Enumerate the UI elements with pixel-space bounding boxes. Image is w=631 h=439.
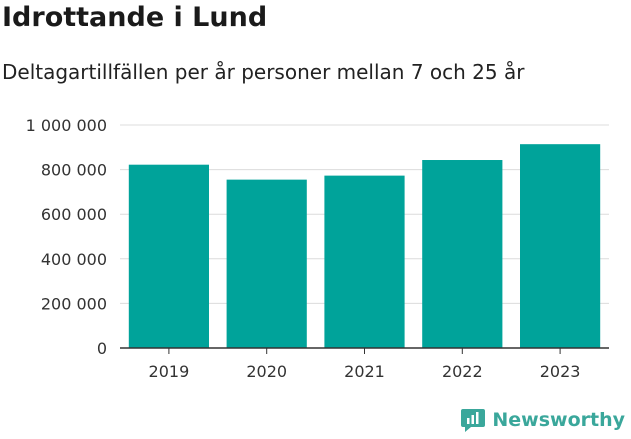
chart-title: Idrottande i Lund bbox=[2, 2, 268, 33]
y-tick-label: 200 000 bbox=[41, 294, 107, 313]
y-tick-label: 800 000 bbox=[41, 161, 107, 180]
x-tick-label: 2023 bbox=[540, 362, 581, 381]
chart-subtitle: Deltagartillfällen per år personer mella… bbox=[2, 60, 525, 84]
x-tick-label: 2022 bbox=[442, 362, 483, 381]
bars bbox=[128, 144, 601, 348]
y-tick-label: 400 000 bbox=[41, 250, 107, 269]
y-axis-ticks: 0 200 000 400 000 600 000 800 000 1 000 000 bbox=[26, 116, 107, 358]
x-axis-ticks: 2019 2020 2021 2022 2023 bbox=[120, 347, 609, 381]
brand-name: Newsworthy bbox=[492, 409, 625, 431]
bar-2019 bbox=[128, 164, 209, 348]
x-tick-label: 2020 bbox=[246, 362, 287, 381]
newsworthy-logo-icon bbox=[461, 409, 486, 432]
y-tick-label: 0 bbox=[97, 339, 107, 358]
bar-2020 bbox=[226, 179, 307, 348]
x-tick-label: 2019 bbox=[149, 362, 190, 381]
bar-2023 bbox=[520, 144, 601, 348]
x-tick-label: 2021 bbox=[344, 362, 385, 381]
newsworthy-brand: Newsworthy bbox=[460, 407, 625, 433]
y-tick-label: 1 000 000 bbox=[26, 116, 107, 135]
y-tick-label: 600 000 bbox=[41, 205, 107, 224]
bar-2021 bbox=[324, 175, 405, 348]
bar-2022 bbox=[422, 160, 503, 348]
